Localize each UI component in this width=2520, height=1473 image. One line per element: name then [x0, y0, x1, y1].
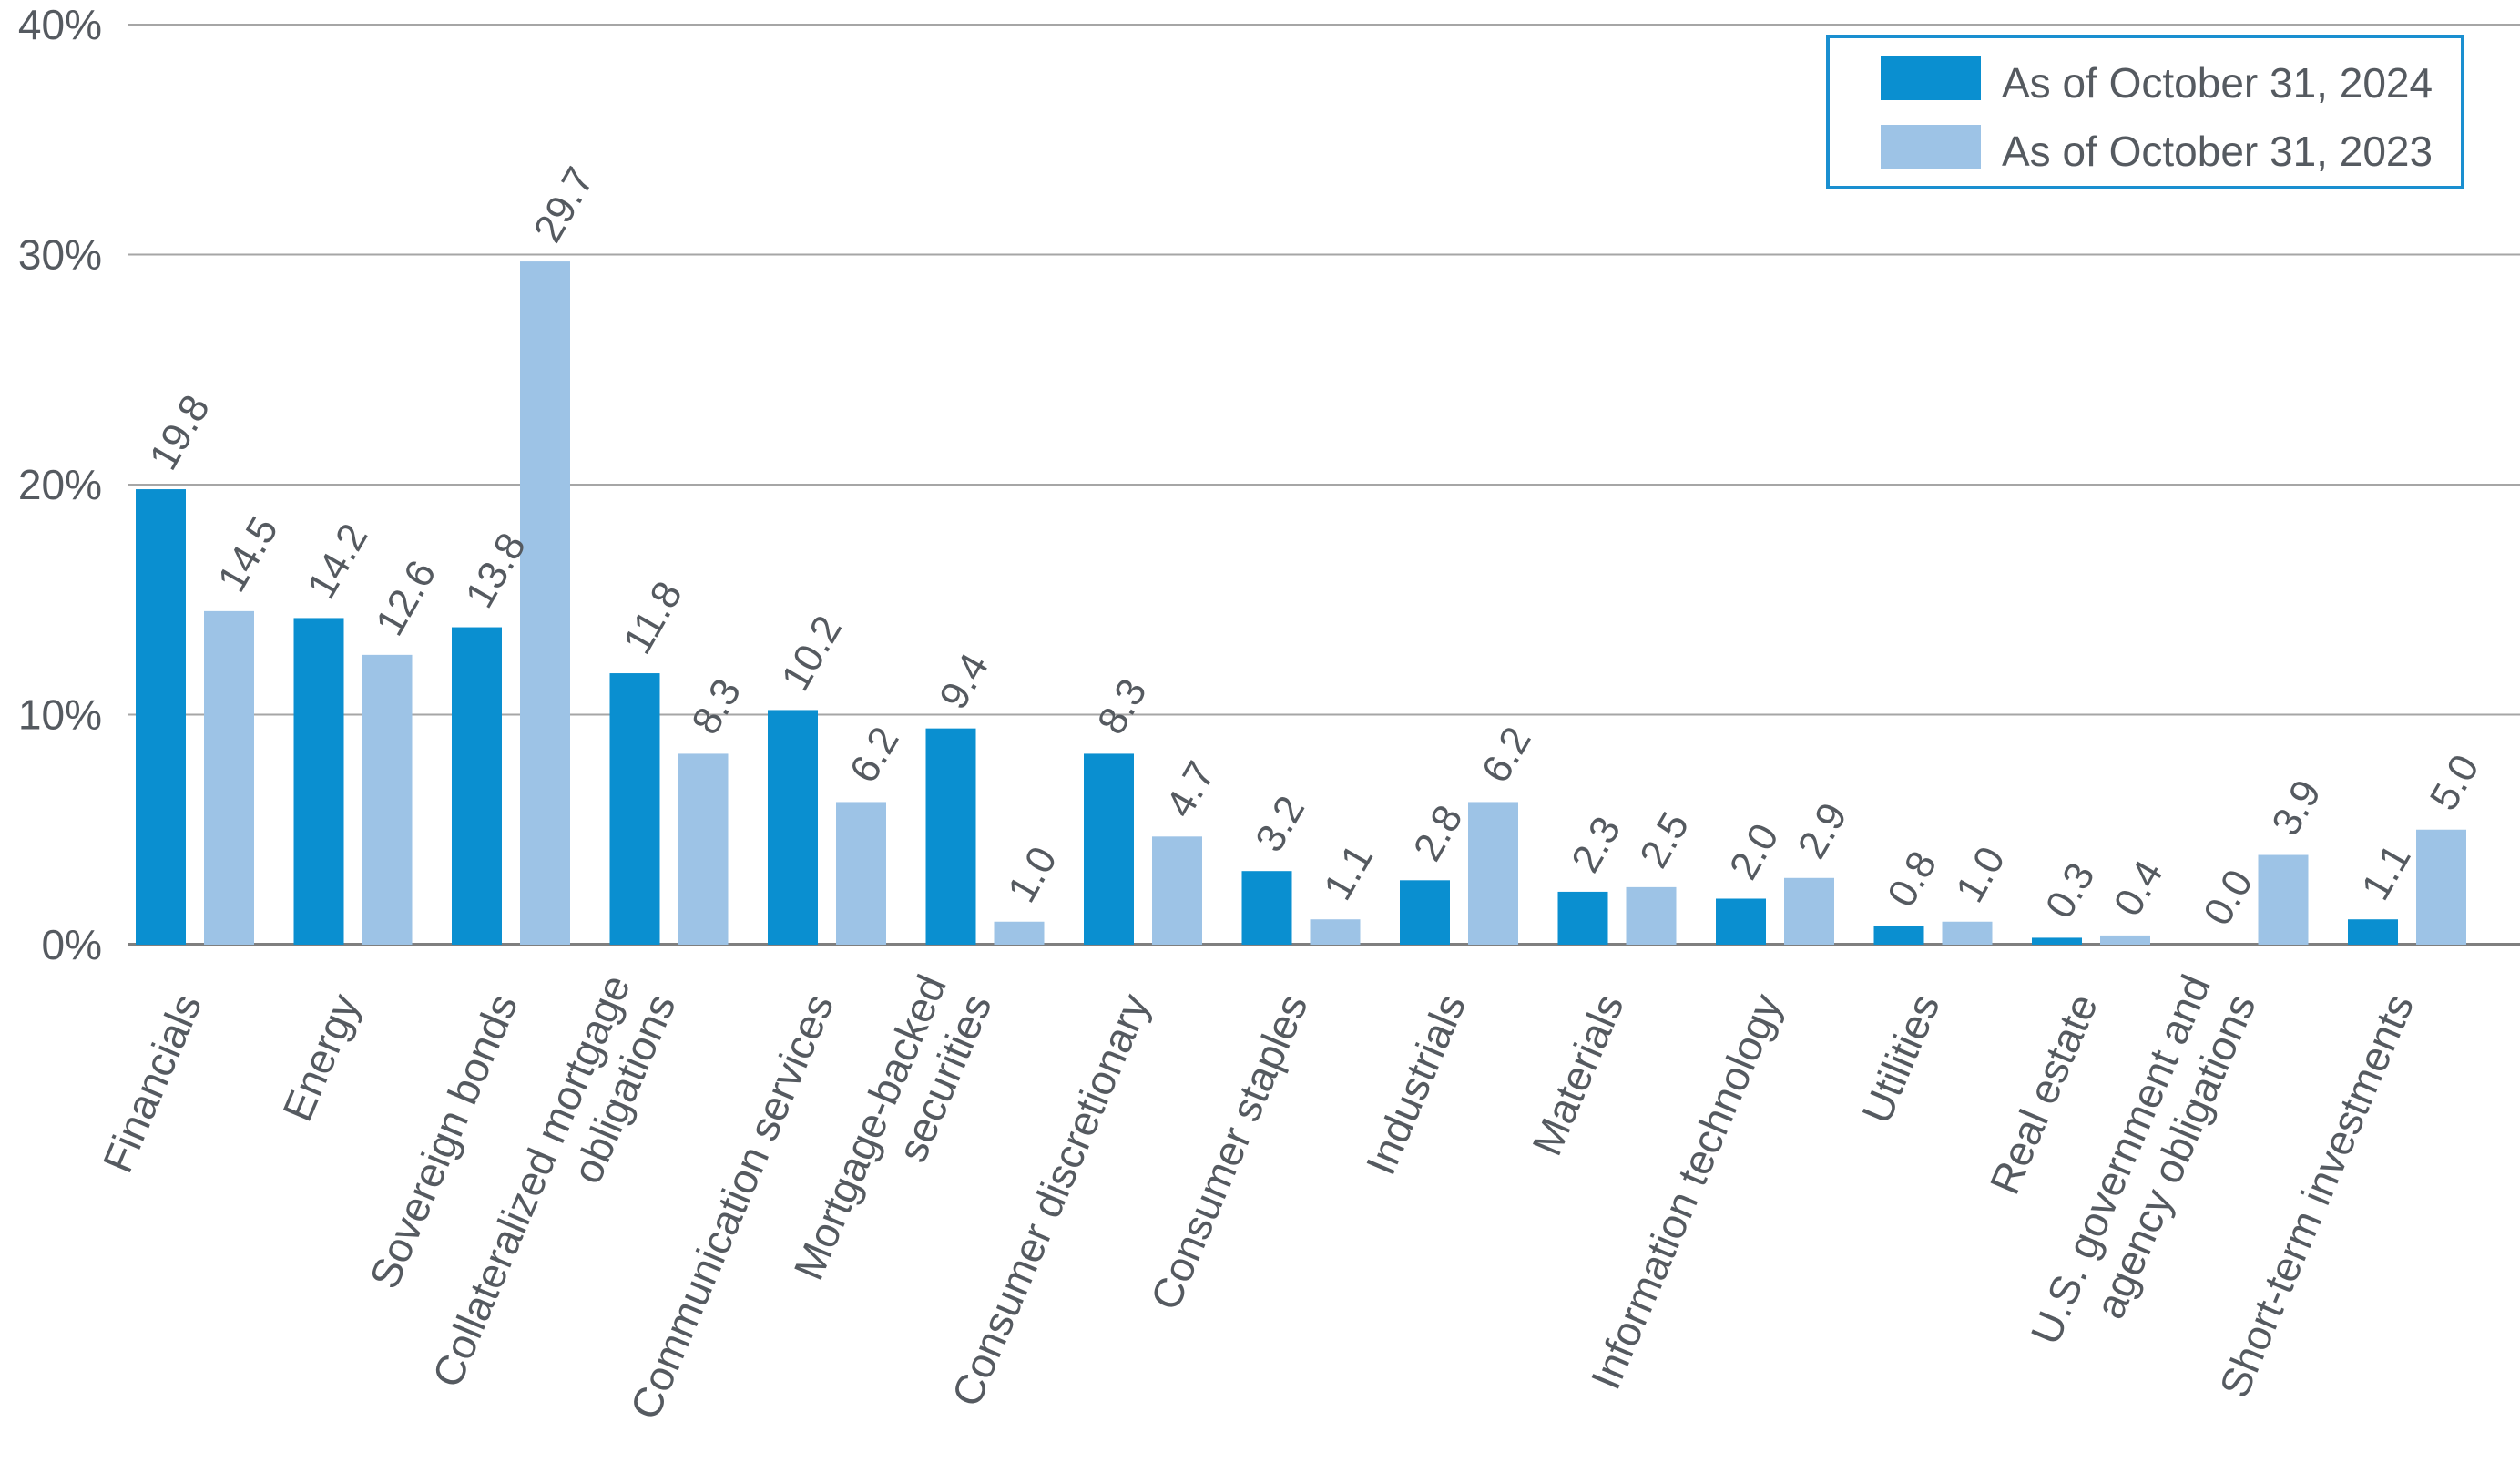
bar-2023	[2100, 935, 2150, 945]
bar-2023	[678, 753, 729, 945]
category-label-line: Industrials	[1356, 987, 1474, 1181]
y-tick-label: 30%	[18, 231, 102, 279]
y-tick-label: 40%	[18, 1, 102, 48]
y-tick-label: 20%	[18, 461, 102, 508]
bar-2023	[1784, 877, 1834, 945]
bar-2023	[1152, 836, 1202, 945]
legend-swatch-2024	[1881, 56, 1981, 100]
data-label: 0.0	[2195, 863, 2261, 933]
bar-2023	[204, 610, 254, 945]
data-label: 8.3	[683, 671, 750, 742]
legend: As of October 31, 2024 As of October 31,…	[1826, 35, 2464, 189]
bar-2024	[293, 618, 344, 945]
bars	[136, 261, 2466, 945]
bar-2024	[1873, 926, 1924, 945]
legend-swatch-2023	[1881, 125, 1981, 169]
data-label: 14.2	[299, 517, 376, 607]
bar-2024	[1716, 898, 1766, 945]
data-label: 1.0	[999, 839, 1066, 909]
data-label: 1.1	[1315, 837, 1382, 907]
data-label: 14.5	[209, 509, 287, 599]
bar-2024	[1084, 753, 1134, 945]
legend-label-2023: As of October 31, 2023	[2002, 128, 2433, 175]
category-label: Industrials	[1356, 987, 1474, 1181]
bar-2023	[520, 261, 570, 945]
bar-2023	[1942, 921, 1993, 945]
data-label: 9.4	[931, 646, 997, 716]
data-label: 3.9	[2263, 772, 2330, 843]
data-label: 2.0	[1721, 816, 1788, 886]
data-label: 2.9	[1790, 795, 1856, 865]
legend-label-2024: As of October 31, 2024	[2002, 59, 2433, 107]
category-label-line: Utilities	[1852, 987, 1949, 1130]
bar-2023	[2416, 829, 2466, 945]
bar-2024	[768, 710, 818, 945]
category-label-line: Materials	[1523, 987, 1633, 1162]
bar-2024	[2348, 919, 2398, 945]
data-label: 8.3	[1089, 671, 1156, 742]
data-label: 6.2	[1474, 720, 1540, 790]
data-label: 0.8	[1879, 844, 1945, 914]
bar-2023	[1468, 802, 1518, 945]
bar-2023	[1626, 886, 1677, 945]
category-label: Financials	[93, 987, 210, 1180]
category-label-line: Energy	[273, 987, 369, 1128]
bar-2023	[2258, 854, 2309, 945]
bar-2024	[2032, 937, 2082, 945]
bar-2023	[836, 802, 886, 945]
data-label: 0.3	[2037, 855, 2104, 926]
bar-2024	[1557, 891, 1608, 945]
data-label: 19.8	[141, 387, 219, 477]
data-label: 1.0	[1947, 839, 2014, 909]
bar-2023	[1310, 919, 1361, 945]
y-tick-label: 10%	[18, 691, 102, 739]
data-label: 10.2	[773, 609, 851, 699]
data-label: 11.8	[615, 574, 691, 661]
category-label: Consumer staples	[1141, 987, 1317, 1317]
data-label: 2.5	[1631, 804, 1698, 875]
category-label: Materials	[1523, 987, 1633, 1162]
data-label: 3.2	[1247, 789, 1313, 859]
category-label: Real estate	[1980, 987, 2107, 1202]
bar-2024	[609, 673, 660, 945]
bar-2024	[925, 728, 976, 945]
y-tick-label: 0%	[42, 921, 102, 968]
data-label: 2.8	[1405, 798, 1472, 868]
bar-2024	[136, 489, 186, 945]
data-label: 4.7	[1158, 754, 1224, 824]
data-label: 2.3	[1563, 809, 1629, 879]
category-label: Utilities	[1852, 987, 1949, 1130]
bar-2024	[1241, 871, 1292, 945]
bar-2024	[452, 627, 502, 945]
category-label-line: Consumer staples	[1141, 987, 1317, 1317]
data-label: 12.6	[367, 553, 444, 643]
bar-2023	[994, 921, 1045, 945]
category-label: Energy	[273, 987, 369, 1128]
data-label: 5.0	[2422, 747, 2488, 817]
bar-2023	[362, 654, 413, 945]
category-label-line: Real estate	[1980, 987, 2107, 1202]
data-label: 6.2	[842, 720, 908, 790]
category-label-line: Financials	[93, 987, 210, 1180]
data-label: 0.4	[2106, 853, 2172, 923]
bar-2024	[1400, 880, 1450, 945]
data-label: 29.7	[525, 159, 603, 250]
y-axis-ticks: 0% 10% 20% 30% 40%	[18, 1, 102, 968]
data-label: 1.1	[2353, 837, 2420, 907]
